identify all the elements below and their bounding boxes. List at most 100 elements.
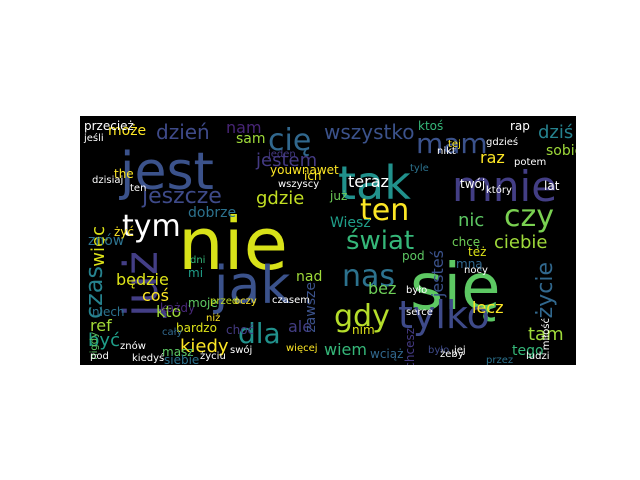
- word-96: było: [406, 285, 428, 296]
- word-110: nikt: [437, 146, 456, 157]
- word-26: nic: [458, 210, 485, 231]
- word-39: nam: [226, 118, 262, 137]
- word-46: tego: [512, 343, 544, 359]
- word-13: dla: [238, 317, 281, 350]
- word-41: sobie: [546, 143, 576, 159]
- word-cloud-canvas: nie się jest tak mnie jak już tylko czy gdy ten nas…: [80, 116, 576, 365]
- word-74: youwnawet: [270, 163, 339, 177]
- word-17: tym: [122, 209, 181, 244]
- word-93: który: [486, 185, 512, 196]
- word-32: bez: [368, 279, 397, 298]
- word-5: mnie: [452, 162, 558, 211]
- word-34: raz: [480, 148, 505, 167]
- word-95: jej: [454, 345, 466, 356]
- word-94: nocy: [464, 265, 488, 276]
- word-49: jesteś: [428, 250, 447, 298]
- word-84: lat: [544, 179, 560, 193]
- word-9: czy: [504, 199, 554, 234]
- word-40: sam: [236, 131, 266, 147]
- word-103: ludzi: [526, 351, 550, 362]
- word-76: siebie: [164, 353, 200, 365]
- word-33: lecz: [472, 298, 504, 317]
- word-86: rap: [510, 119, 530, 133]
- word-16: cię: [268, 123, 312, 158]
- word-109: swój: [230, 345, 253, 356]
- word-35: dziś: [538, 122, 574, 143]
- word-59: choć: [226, 323, 255, 337]
- word-97: pod: [90, 351, 109, 362]
- word-107: czasem: [272, 295, 310, 306]
- word-50: chcę: [452, 235, 481, 249]
- word-52: nad: [296, 269, 323, 285]
- word-4: tak: [338, 156, 411, 210]
- word-73: jeden: [268, 149, 296, 160]
- word-77: było: [428, 345, 450, 356]
- word-8: tylko: [398, 293, 490, 337]
- word-92: jeśli: [84, 133, 104, 144]
- word-43: być: [88, 330, 120, 351]
- word-57: każdy: [160, 301, 196, 315]
- word-54: ich: [304, 169, 322, 183]
- word-90: żeby: [440, 349, 464, 360]
- word-31: będzie: [116, 270, 169, 289]
- word-10: gdy: [334, 299, 390, 334]
- word-60: masz: [162, 345, 194, 359]
- word-55: Wiesz: [330, 215, 371, 231]
- word-72: przed: [210, 296, 239, 307]
- word-21: wszystko: [324, 120, 415, 144]
- word-2: się: [410, 251, 501, 325]
- word-48: dobrze: [188, 205, 237, 221]
- word-91: przecież: [84, 119, 134, 133]
- word-1: nie: [178, 202, 288, 286]
- word-62: tej: [448, 139, 461, 150]
- word-100: kiedyś: [132, 353, 165, 364]
- word-19: życie: [533, 262, 558, 319]
- word-65: pod: [402, 249, 425, 263]
- word-71: moje: [188, 296, 218, 310]
- word-83: miłość: [541, 318, 552, 351]
- word-108: wszyscy: [278, 179, 320, 190]
- word-23: może: [108, 123, 147, 139]
- word-28: kiedy: [180, 336, 229, 357]
- word-68: żyć: [114, 225, 134, 239]
- word-51: mną: [456, 257, 483, 271]
- word-106: gdzieś: [486, 137, 519, 148]
- word-87: niż: [206, 313, 221, 324]
- word-81: oczy: [234, 296, 257, 307]
- word-11: ten: [360, 193, 410, 228]
- word-29: wiem: [324, 340, 367, 359]
- word-45: coś: [142, 286, 169, 305]
- word-80: tyle: [410, 163, 429, 174]
- word-20: jeszcze: [142, 184, 222, 209]
- word-85: twój: [460, 177, 486, 191]
- word-104: potem: [514, 157, 547, 168]
- word-14: mam: [416, 127, 488, 160]
- word-70: mi: [188, 266, 204, 280]
- word-58: bardzo: [176, 321, 217, 335]
- word-12: nas: [342, 259, 396, 294]
- word-53: zawsze: [303, 282, 319, 333]
- word-24: jestem: [256, 150, 318, 171]
- word-101: ten: [130, 183, 147, 194]
- word-69: dni: [190, 255, 206, 266]
- word-67: the: [114, 167, 134, 181]
- word-75: cały: [162, 327, 183, 338]
- word-6: jak: [214, 256, 291, 316]
- word-42: kto: [156, 302, 182, 321]
- word-88: więcej: [286, 343, 318, 354]
- word-105: serce: [406, 307, 433, 318]
- word-15: świat: [346, 226, 415, 256]
- word-25: gdzie: [256, 188, 305, 209]
- word-38: znów: [88, 233, 125, 249]
- word-27: ciebie: [494, 232, 548, 253]
- word-61: wciąż: [370, 347, 404, 361]
- word-99: znów: [120, 341, 146, 352]
- word-22: dzień: [156, 120, 210, 144]
- word-79: ktoś: [418, 119, 444, 133]
- word-98: dzisiaj: [92, 175, 124, 186]
- word-3: jest: [120, 142, 214, 202]
- word-36: teraz: [348, 172, 389, 191]
- word-44: ref: [90, 316, 112, 335]
- word-64: nim: [352, 323, 375, 337]
